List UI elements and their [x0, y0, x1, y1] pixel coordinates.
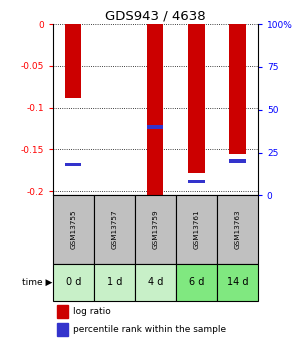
Bar	[176, 264, 217, 301]
Bar	[135, 264, 176, 301]
Text: 0 d: 0 d	[66, 277, 81, 287]
Text: GSM13763: GSM13763	[234, 210, 240, 249]
Bar	[229, 159, 246, 163]
Bar	[94, 264, 135, 301]
Bar	[65, 24, 81, 98]
Text: 6 d: 6 d	[189, 277, 204, 287]
Bar	[188, 180, 205, 183]
Bar	[176, 195, 217, 264]
Bar	[57, 323, 68, 336]
Text: GSM13759: GSM13759	[152, 210, 158, 249]
Bar	[53, 195, 94, 264]
Text: GSM13755: GSM13755	[70, 210, 76, 249]
Bar	[135, 195, 176, 264]
Title: GDS943 / 4638: GDS943 / 4638	[105, 10, 206, 23]
Bar	[188, 24, 205, 173]
Bar	[147, 125, 163, 129]
Text: 14 d: 14 d	[226, 277, 248, 287]
Bar	[65, 163, 81, 166]
Bar	[229, 24, 246, 154]
Bar	[94, 195, 135, 264]
Text: log ratio: log ratio	[73, 307, 111, 316]
Text: 4 d: 4 d	[148, 277, 163, 287]
Bar	[217, 264, 258, 301]
Text: GSM13761: GSM13761	[193, 210, 199, 249]
Bar	[53, 264, 94, 301]
Text: time ▶: time ▶	[22, 278, 52, 287]
Text: percentile rank within the sample: percentile rank within the sample	[73, 325, 226, 334]
Text: 1 d: 1 d	[107, 277, 122, 287]
Bar	[217, 195, 258, 264]
Text: GSM13757: GSM13757	[111, 210, 117, 249]
Bar	[57, 305, 68, 318]
Bar	[147, 24, 163, 195]
